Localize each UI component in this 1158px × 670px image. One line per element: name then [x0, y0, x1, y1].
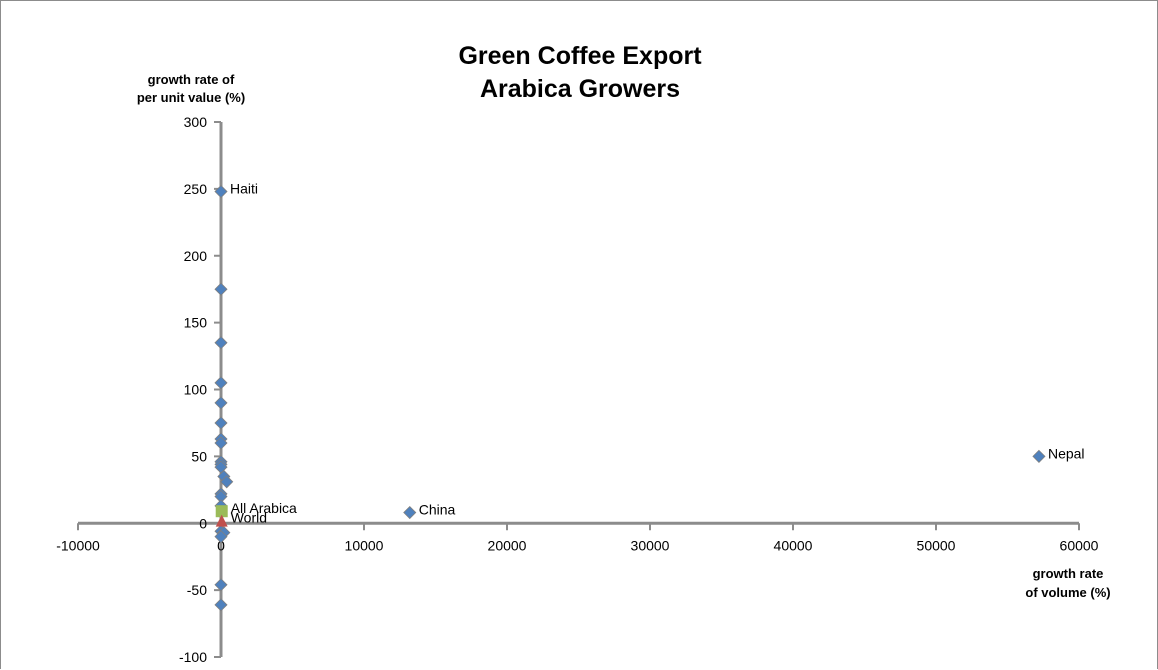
point-label-china: China — [419, 502, 456, 518]
x-axis-title-line1: growth rate — [1033, 566, 1104, 581]
y-tick-label: 200 — [184, 248, 208, 264]
y-tick-label: 250 — [184, 181, 208, 197]
data-point — [220, 475, 234, 489]
y-axis-title-line1: growth rate of — [148, 72, 235, 87]
data-point — [403, 505, 417, 520]
data-point — [214, 598, 228, 612]
y-tick-label: 150 — [184, 315, 208, 331]
point-label-nepal: Nepal — [1048, 445, 1085, 461]
data-point — [214, 184, 228, 199]
y-tick-label: -50 — [187, 582, 207, 598]
y-tick-label: 0 — [199, 515, 207, 531]
x-tick-label: 30000 — [631, 537, 670, 553]
data-point — [1032, 449, 1046, 463]
point-label-world: World — [231, 510, 267, 526]
data-point — [214, 396, 228, 410]
y-tick-label: 300 — [184, 114, 208, 130]
data-point — [214, 530, 228, 544]
point-label-all-arabica: All Arabica — [231, 500, 297, 516]
x-tick-label: 40000 — [774, 537, 813, 553]
data-points — [214, 184, 1046, 612]
x-tick-label: 0 — [217, 537, 225, 553]
data-point — [214, 336, 228, 350]
x-tick-label: 50000 — [917, 537, 956, 553]
x-tick-label: 10000 — [345, 537, 384, 553]
data-point — [214, 578, 228, 592]
chart-subtitle: Arabica Growers — [480, 75, 680, 103]
data-point — [214, 436, 228, 450]
y-tick-label: 50 — [191, 448, 207, 464]
point-label-haiti: Haiti — [230, 181, 258, 197]
x-tick-label: 20000 — [488, 537, 527, 553]
x-tick-label: 60000 — [1060, 537, 1099, 553]
x-axis-title-line2: of volume (%) — [1025, 585, 1110, 600]
chart-title: Green Coffee Export — [458, 42, 702, 70]
data-point — [214, 376, 228, 390]
x-tick-label: -10000 — [56, 537, 100, 553]
y-tick-label: 100 — [184, 382, 208, 398]
y-tick-label: -100 — [179, 649, 207, 665]
axes: 300 250 200 150 100 50 0 -50 -100 -10000 0 10000 200… — [56, 114, 1098, 665]
data-point — [214, 282, 228, 296]
y-axis-title-line2: per unit value (%) — [137, 90, 245, 105]
data-point-triangle — [215, 514, 228, 527]
data-point — [214, 416, 228, 430]
data-point-square — [215, 505, 228, 518]
